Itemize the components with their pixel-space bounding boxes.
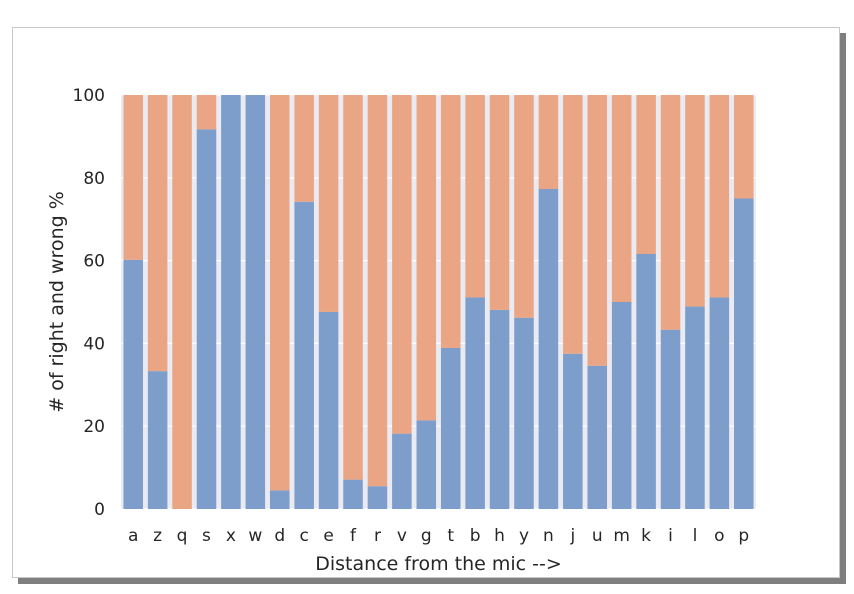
- bar-right-n: [538, 188, 559, 509]
- x-axis-label: Distance from the mic -->: [315, 553, 562, 575]
- bar-wrong-i: [660, 95, 681, 330]
- bar-wrong-c: [294, 95, 314, 202]
- bar-right-d: [269, 490, 290, 509]
- bar-right-j: [563, 353, 583, 509]
- x-tick-label: x: [226, 526, 236, 546]
- x-tick-label: y: [519, 526, 529, 546]
- bar-wrong-r: [367, 95, 388, 487]
- x-tick-label: v: [397, 526, 407, 546]
- x-tick-label: j: [569, 526, 575, 546]
- bar-wrong-z: [147, 95, 168, 372]
- x-tick-label: a: [128, 526, 138, 546]
- bar-wrong-f: [343, 95, 363, 480]
- x-tick-label: g: [421, 526, 432, 546]
- bar-wrong-q: [172, 95, 192, 509]
- bar-wrong-v: [392, 95, 412, 434]
- bar-wrong-k: [636, 95, 656, 254]
- y-axis-label: # of right and wrong %: [46, 191, 68, 413]
- x-tick-label: k: [641, 526, 651, 546]
- x-tick-label: w: [248, 526, 262, 546]
- bar-right-u: [587, 365, 608, 509]
- bar-right-g: [416, 420, 437, 509]
- x-tick-label: u: [592, 526, 603, 546]
- y-tick-label: 40: [83, 334, 105, 354]
- bar-right-w: [245, 95, 266, 509]
- x-tick-label: c: [299, 526, 308, 546]
- bar-wrong-b: [465, 95, 485, 298]
- bar-right-e: [318, 311, 339, 509]
- bars: [123, 95, 754, 509]
- x-tick-label: z: [153, 526, 162, 546]
- bar-wrong-p: [734, 95, 754, 199]
- x-tick-label: o: [714, 526, 724, 546]
- x-tick-label: e: [323, 526, 333, 546]
- x-tick-label: d: [274, 526, 285, 546]
- bar-right-l: [685, 306, 705, 509]
- bar-wrong-e: [318, 95, 339, 312]
- bar-wrong-a: [123, 95, 143, 260]
- bar-right-t: [440, 347, 461, 509]
- x-tick-label: r: [374, 526, 381, 546]
- bar-wrong-s: [196, 95, 217, 130]
- bar-wrong-n: [538, 95, 559, 189]
- y-tick-label: 100: [73, 86, 105, 106]
- bar-right-c: [294, 201, 314, 509]
- x-tick-label: l: [693, 526, 698, 546]
- bar-wrong-d: [269, 95, 290, 491]
- y-tick-label: 80: [83, 169, 105, 189]
- bar-wrong-g: [416, 95, 437, 421]
- y-tick-label: 20: [83, 417, 105, 437]
- x-tick-label: h: [494, 526, 505, 546]
- x-tick-label: n: [543, 526, 554, 546]
- bar-wrong-l: [685, 95, 705, 307]
- bar-wrong-y: [514, 95, 534, 318]
- bar-right-s: [196, 129, 217, 509]
- bar-right-h: [489, 309, 510, 509]
- bar-right-b: [465, 297, 485, 509]
- bar-wrong-o: [709, 95, 730, 298]
- bar-right-a: [123, 259, 143, 509]
- x-tick-label: i: [668, 526, 673, 546]
- y-tick-label: 0: [94, 500, 105, 520]
- x-tick-label: q: [177, 526, 188, 546]
- bar-right-p: [734, 198, 754, 509]
- x-tick-label: p: [738, 526, 749, 546]
- bar-wrong-j: [563, 95, 583, 354]
- bar-wrong-h: [489, 95, 510, 310]
- bar-wrong-u: [587, 95, 608, 366]
- bar-right-o: [709, 297, 730, 509]
- x-tick-label: b: [470, 526, 481, 546]
- y-tick-labels: 0 20 40 60 80 100: [73, 86, 105, 520]
- bar-right-y: [514, 317, 534, 509]
- bar-right-m: [611, 302, 632, 509]
- x-tick-label: s: [202, 526, 211, 546]
- bar-right-k: [636, 253, 656, 509]
- y-tick-label: 60: [83, 252, 105, 272]
- bar-right-i: [660, 329, 681, 509]
- bar-wrong-m: [611, 95, 632, 302]
- x-tick-label: f: [350, 526, 357, 546]
- x-tick-label: t: [447, 526, 454, 546]
- bar-right-z: [147, 371, 168, 509]
- bar-wrong-t: [440, 95, 461, 348]
- bar-right-r: [367, 486, 388, 509]
- bar-right-f: [343, 479, 363, 509]
- bar-right-v: [392, 433, 412, 509]
- bar-right-x: [221, 95, 241, 509]
- x-tick-label: m: [613, 526, 630, 546]
